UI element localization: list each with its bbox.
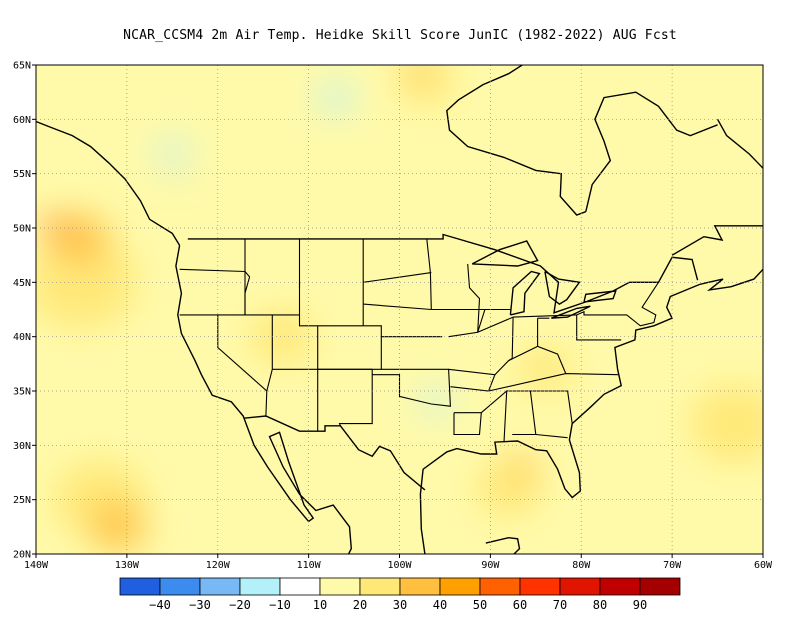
state-boundary (535, 433, 568, 439)
coastline (509, 270, 541, 316)
colorbar-label: 50 (473, 598, 487, 612)
colorbar-label: −40 (149, 598, 171, 612)
state-boundary (298, 282, 382, 370)
field-blob (404, 65, 432, 83)
colorbar-label: 60 (513, 598, 527, 612)
colorbar: −40 −30 −20 −10 10 20 30 40 50 60 70 80 90 (119, 577, 681, 612)
lon-tick-label: 140W (24, 560, 49, 571)
state-boundary (506, 390, 537, 436)
coastline (471, 240, 539, 267)
lon-tick-label: 80W (572, 560, 591, 571)
lat-tick-label: 25N (13, 495, 31, 506)
lat-tick-label: 40N (13, 332, 31, 343)
field-blob (172, 167, 182, 176)
colorbar-label: 30 (393, 598, 407, 612)
colorbar-swatch (559, 577, 601, 596)
colorbar-swatch (319, 577, 361, 596)
coastline (446, 65, 587, 216)
field-blob (90, 503, 146, 551)
lon-tick-label: 70W (663, 560, 682, 571)
state-boundary (467, 263, 481, 333)
lon-tick-label: 90W (481, 560, 500, 571)
colorbar-swatch (439, 577, 481, 596)
colorbar-label: 70 (553, 598, 567, 612)
colorbar-label: −10 (269, 598, 291, 612)
coastline-and-borders (36, 65, 763, 554)
lat-tick-label: 45N (13, 278, 31, 289)
colorbar-swatch (119, 577, 161, 596)
state-boundary (530, 390, 573, 424)
lon-tick-label: 60W (754, 560, 773, 571)
coastline (671, 118, 763, 256)
state-boundary (179, 268, 246, 273)
field-blob (36, 236, 136, 329)
coastline (544, 270, 581, 305)
state-boundary (448, 368, 496, 392)
lat-tick-label: 35N (13, 387, 31, 398)
colorbar-swatch (599, 577, 641, 596)
lat-tick-label: 50N (13, 224, 31, 235)
colorbar-swatch (399, 577, 441, 596)
state-boundary (217, 314, 268, 417)
colorbar-label: 90 (633, 598, 647, 612)
field-blobs (36, 65, 763, 551)
field-blob (54, 215, 109, 263)
colorbar-swatch (639, 577, 681, 596)
lat-tick-label: 30N (13, 441, 31, 452)
colorbar-label: −20 (229, 598, 251, 612)
map-title: NCAR_CCSM4 2m Air Temp. Heidke Skill Sco… (123, 28, 677, 43)
lon-tick-label: 130W (115, 560, 140, 571)
state-boundary (244, 271, 251, 315)
colorbar-label: 10 (313, 598, 327, 612)
lat-tick-label: 55N (13, 169, 31, 180)
field-blob (690, 384, 763, 463)
state-boundary (338, 369, 373, 427)
colorbar-label: 80 (593, 598, 607, 612)
coastline (187, 233, 699, 314)
state-boundary (508, 317, 514, 362)
lat-tick-label: 65N (13, 61, 31, 72)
state-boundary (513, 314, 577, 318)
colorbar-swatch (519, 577, 561, 596)
colorbar-swatch (159, 577, 201, 596)
lon-tick-label: 110W (297, 560, 322, 571)
state-boundary (453, 412, 482, 436)
lon-tick-label: 120W (206, 560, 231, 571)
coastline (175, 245, 353, 554)
coastline (585, 91, 718, 212)
state-boundary (576, 281, 659, 327)
state-boundary (363, 303, 432, 311)
field-blob (319, 83, 353, 112)
coastline (36, 120, 181, 246)
state-boundary (477, 316, 514, 333)
state-boundary (576, 314, 622, 341)
lat-lon-grid (36, 65, 763, 554)
coastline (551, 305, 591, 319)
field-blob (158, 140, 186, 164)
lon-tick-label: 100W (387, 560, 412, 571)
colorbar-label: 40 (433, 598, 447, 612)
field-blob (507, 454, 537, 480)
colorbar-swatch (199, 577, 241, 596)
coastline (583, 290, 617, 303)
coastline (485, 536, 521, 554)
colorbar-label: −30 (189, 598, 211, 612)
state-boundary (431, 308, 486, 338)
colorbar-swatch (239, 577, 281, 596)
colorbar-swatch (479, 577, 521, 596)
lat-tick-label: 20N (13, 550, 31, 561)
field-blob (42, 217, 66, 239)
field-blob (422, 390, 450, 414)
lat-tick-label: 60N (13, 115, 31, 126)
colorbar-swatch (279, 577, 321, 596)
colorbar-label: 20 (353, 598, 367, 612)
colorbar-swatch (359, 577, 401, 596)
field-blob (249, 309, 314, 364)
state-boundary (363, 272, 432, 283)
coastline (244, 415, 426, 491)
field-layer (36, 65, 763, 554)
